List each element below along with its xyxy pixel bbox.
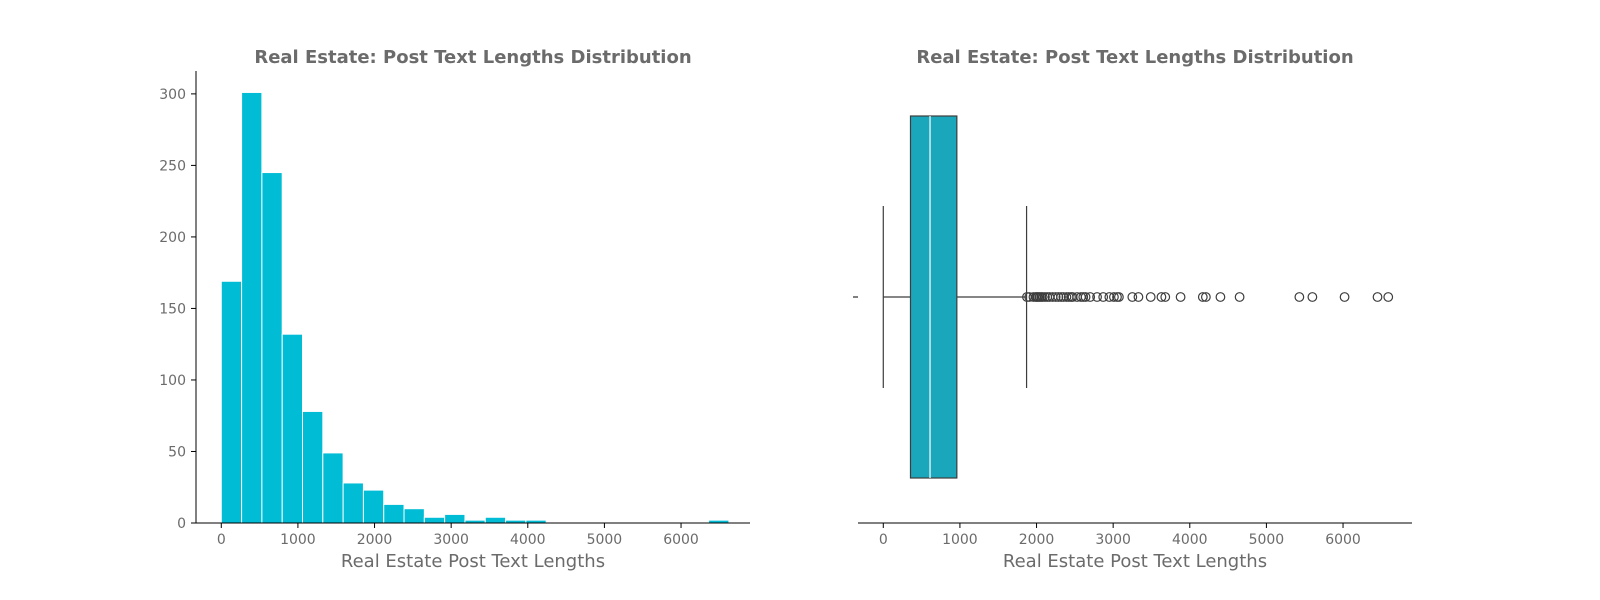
histogram-x-ticks: 0 1000 2000 3000 4000 5000 6000	[217, 523, 699, 548]
boxplot-title: Real Estate: Post Text Lengths Distribut…	[916, 47, 1353, 68]
boxplot-outlier	[1307, 292, 1318, 302]
boxplot-outliers	[1022, 292, 1394, 302]
histogram-bar	[302, 410, 324, 524]
histogram-y-tick-label: 300	[159, 87, 186, 103]
histogram-y-tick-label: 100	[159, 373, 186, 389]
boxplot-outlier	[1156, 292, 1167, 302]
histogram-x-tick-label: 1000	[280, 532, 316, 548]
boxplot-outlier	[1175, 292, 1186, 302]
boxplot-x-tick-label: 2000	[1019, 532, 1055, 548]
boxplot-outlier	[1104, 292, 1115, 302]
histogram-x-tick-label: 3000	[433, 532, 469, 548]
boxplot-outlier	[1200, 292, 1211, 302]
boxplot-box	[909, 115, 958, 479]
boxplot-x-tick-label: 6000	[1325, 532, 1361, 548]
histogram-bar	[241, 91, 263, 524]
histogram-bar	[342, 482, 364, 524]
histogram-bar	[383, 503, 405, 524]
histogram-bar	[423, 516, 446, 524]
boxplot-outlier	[1092, 292, 1102, 302]
histogram-x-tick-label: 4000	[510, 532, 546, 548]
boxplot-outlier	[1197, 292, 1208, 302]
boxplot-outlier	[1085, 292, 1096, 302]
boxplot-outlier	[1234, 292, 1245, 302]
histogram-x-tick-label: 0	[217, 532, 226, 548]
boxplot-outlier	[1145, 292, 1156, 302]
histogram-y-tick-label: 250	[159, 158, 186, 174]
boxplot-x-tick-label: 3000	[1095, 532, 1131, 548]
boxplot-outlier	[1080, 292, 1091, 302]
histogram-bar	[444, 513, 466, 524]
histogram-bar	[322, 452, 344, 524]
boxplot-x-ticks: 0 1000 2000 3000 4000 5000 6000	[879, 523, 1361, 548]
boxplot-body	[882, 115, 1028, 479]
histogram-bar	[281, 333, 304, 524]
boxplot-outlier	[1098, 292, 1109, 302]
boxplot-outlier	[1383, 292, 1394, 302]
histogram-panel: Real Estate: Post Text Lengths Distribut…	[159, 47, 750, 572]
histogram-bar	[362, 489, 385, 524]
boxplot-outlier	[1127, 292, 1138, 302]
boxplot-outlier	[1050, 292, 1061, 302]
histogram-x-label: Real Estate Post Text Lengths	[341, 551, 605, 572]
boxplot-x-tick-label: 1000	[942, 532, 978, 548]
boxplot-outlier	[1160, 292, 1171, 302]
histogram-bar	[261, 172, 283, 524]
histogram-bar	[220, 280, 243, 524]
boxplot-x-tick-label: 4000	[1172, 532, 1208, 548]
boxplot-panel: Real Estate: Post Text Lengths Distribut…	[853, 47, 1412, 572]
boxplot-x-label: Real Estate Post Text Lengths	[1003, 551, 1267, 572]
histogram-x-tick-label: 5000	[587, 532, 623, 548]
histogram-title: Real Estate: Post Text Lengths Distribut…	[254, 47, 691, 68]
histogram-y-ticks: 0 50 100 150 200 250 300	[159, 87, 196, 532]
boxplot-outlier	[1294, 292, 1305, 302]
histogram-y-tick-label: 0	[177, 516, 186, 532]
histogram-y-tick-label: 200	[159, 230, 186, 246]
boxplot-outlier	[1114, 292, 1124, 302]
histogram-y-tick-label: 50	[168, 444, 186, 460]
histogram-bar	[484, 516, 507, 524]
boxplot-outlier	[1372, 292, 1383, 302]
boxplot-outlier	[1215, 292, 1226, 302]
histogram-x-tick-label: 6000	[663, 532, 699, 548]
boxplot-outlier	[1339, 292, 1350, 302]
boxplot-x-tick-label: 5000	[1249, 532, 1285, 548]
histogram-bar	[403, 508, 425, 524]
histogram-y-tick-label: 150	[159, 301, 186, 317]
boxplot-x-tick-label: 0	[879, 532, 888, 548]
histogram-x-tick-label: 2000	[357, 532, 393, 548]
boxplot-outlier	[1133, 292, 1144, 302]
histogram-bars	[220, 91, 730, 524]
boxplot-outlier	[1109, 292, 1119, 302]
